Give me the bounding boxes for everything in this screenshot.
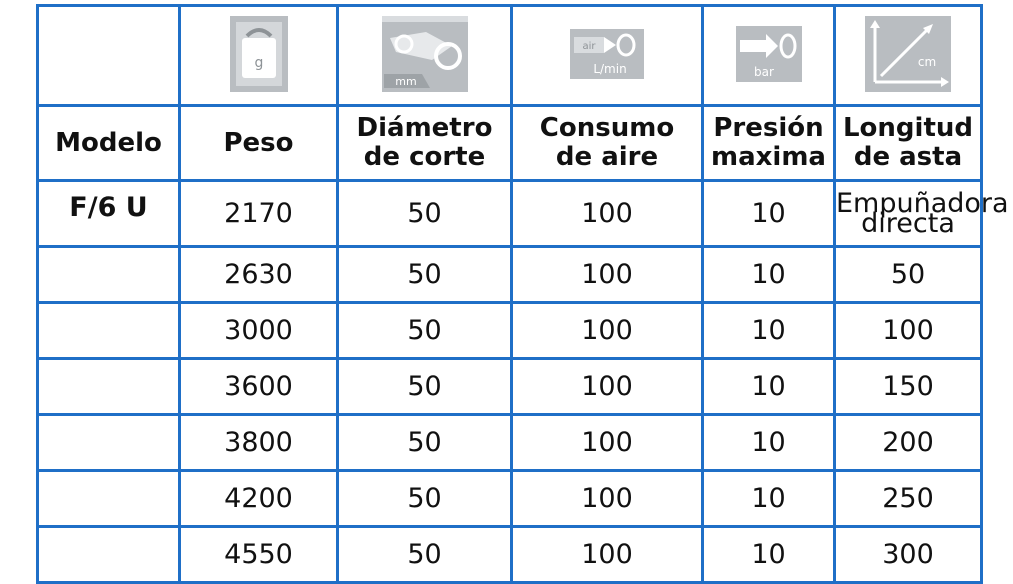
svg-text:g: g (254, 55, 263, 71)
model-cell-empty (36, 357, 181, 416)
table-row: 3800 50 100 10 200 (36, 413, 983, 472)
presion-cell: 10 (701, 357, 836, 416)
peso-cell: 2170 (178, 179, 339, 248)
svg-text:cm: cm (918, 55, 936, 69)
presion-cell: 10 (701, 413, 836, 472)
consumo-cell: 100 (510, 301, 704, 360)
longitud-cell: Empuñadora directa (833, 179, 1009, 248)
header-diametro-line1: Diámetro (356, 113, 493, 143)
model-cell-empty (36, 469, 181, 528)
table-row: 3000 50 100 10 100 (36, 301, 983, 360)
consumo-cell: 100 (510, 469, 704, 528)
diametro-cell: 50 (336, 245, 513, 304)
svg-text:mm: mm (395, 75, 416, 88)
peso-cell: 2630 (178, 245, 339, 304)
header-peso: Peso (178, 104, 339, 182)
model-cell-empty (36, 413, 181, 472)
header-longitud-line2: de asta (853, 142, 963, 172)
consumo-cell: 100 (510, 179, 704, 248)
longitud-note-line1: Empuñadora (836, 187, 1009, 219)
presion-cell: 10 (701, 179, 836, 248)
consumo-cell: 100 (510, 525, 704, 584)
longitud-note-line2: directa (861, 207, 955, 239)
presion-cell: 10 (701, 525, 836, 584)
table-row: F/6 U 2170 50 100 10 Empuñadora directa (36, 179, 1009, 248)
pressure-icon: bar (735, 25, 802, 86)
model-cell: F/6 U (36, 179, 181, 248)
header-longitud: Longitud de asta (833, 104, 983, 182)
presion-cell: 10 (701, 245, 836, 304)
longitud-cell: 200 (833, 413, 983, 472)
header-presion-line1: Presión (713, 113, 824, 143)
header-longitud-line1: Longitud (842, 113, 973, 143)
header-row: Modelo Peso Diámetro de corte Consumo de… (36, 104, 983, 182)
icon-row: g mm air (36, 4, 983, 107)
header-presion-line2: maxima (711, 142, 826, 172)
spec-table: g mm air (36, 4, 1009, 584)
header-consumo-line1: Consumo (539, 113, 675, 143)
table-row: 3600 50 100 10 150 (36, 357, 983, 416)
svg-text:air: air (582, 41, 596, 52)
weight-icon-cell: g (178, 4, 339, 107)
consumo-cell: 100 (510, 413, 704, 472)
model-cell-empty (36, 245, 181, 304)
consumo-cell: 100 (510, 245, 704, 304)
weight-icon: g (229, 15, 288, 96)
longitud-cell: 100 (833, 301, 983, 360)
table-row: 4550 50 100 10 300 (36, 525, 983, 584)
diametro-cell: 50 (336, 469, 513, 528)
longitud-cell: 50 (833, 245, 983, 304)
peso-cell: 3800 (178, 413, 339, 472)
air-consumption-icon: air L/min (570, 28, 644, 83)
rod-length-icon: cm (865, 15, 951, 96)
presion-cell: 10 (701, 469, 836, 528)
longitud-cell: 150 (833, 357, 983, 416)
table-row: 2630 50 100 10 50 (36, 245, 983, 304)
pressure-icon-cell: bar (701, 4, 836, 107)
diametro-cell: 50 (336, 413, 513, 472)
longitud-cell: 250 (833, 469, 983, 528)
peso-cell: 3600 (178, 357, 339, 416)
header-diametro-line2: de corte (363, 142, 486, 172)
consumo-cell: 100 (510, 357, 704, 416)
table-row: 4200 50 100 10 250 (36, 469, 983, 528)
cutting-diameter-icon: mm (381, 15, 468, 96)
header-modelo: Modelo (36, 104, 181, 182)
svg-text:bar: bar (754, 65, 774, 79)
longitud-cell: 300 (833, 525, 983, 584)
header-consumo-line2: de aire (555, 142, 659, 172)
air-consumption-icon-cell: air L/min (510, 4, 704, 107)
diametro-cell: 50 (336, 179, 513, 248)
header-diametro: Diámetro de corte (336, 104, 513, 182)
diametro-cell: 50 (336, 301, 513, 360)
header-consumo: Consumo de aire (510, 104, 704, 182)
presion-cell: 10 (701, 301, 836, 360)
peso-cell: 4200 (178, 469, 339, 528)
model-cell-empty (36, 525, 181, 584)
svg-text:L/min: L/min (593, 62, 626, 76)
peso-cell: 3000 (178, 301, 339, 360)
peso-cell: 4550 (178, 525, 339, 584)
empty-corner-cell (36, 4, 181, 107)
header-presion: Presión maxima (701, 104, 836, 182)
model-cell-empty (36, 301, 181, 360)
rod-length-icon-cell: cm (833, 4, 983, 107)
diametro-cell: 50 (336, 525, 513, 584)
diametro-cell: 50 (336, 357, 513, 416)
cutting-diameter-icon-cell: mm (336, 4, 513, 107)
